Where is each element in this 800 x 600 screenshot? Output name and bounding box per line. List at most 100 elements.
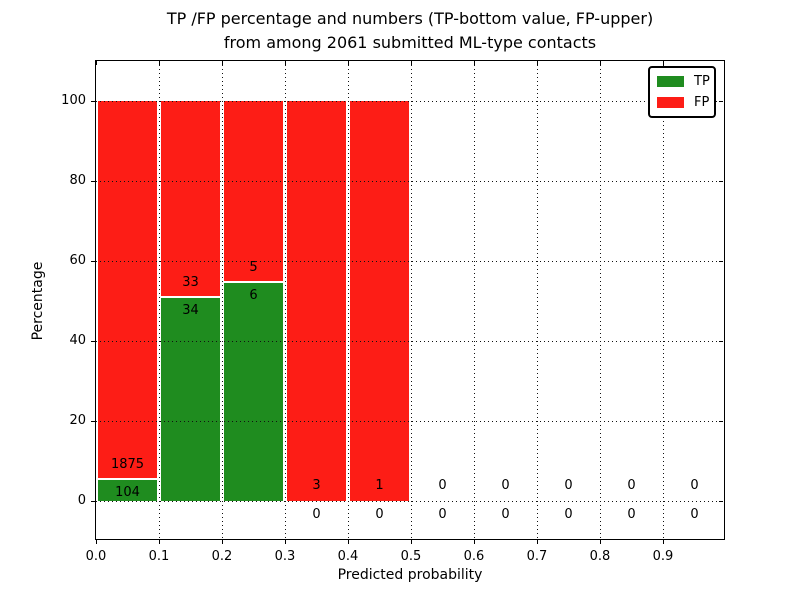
legend-row: TP bbox=[657, 71, 714, 92]
x-tick bbox=[348, 61, 349, 65]
fp-count-label: 1875 bbox=[110, 456, 145, 472]
fp-count-label: 0 bbox=[501, 478, 510, 493]
y-gridline bbox=[96, 341, 724, 342]
x-gridline bbox=[159, 61, 160, 539]
legend-swatch-fp-icon bbox=[657, 97, 684, 108]
tp-count-label: 0 bbox=[690, 507, 699, 522]
bar-segment-fp bbox=[98, 101, 157, 478]
x-tick bbox=[96, 61, 97, 65]
tp-count-label: 0 bbox=[627, 507, 636, 522]
x-tick bbox=[537, 539, 538, 544]
x-tick-label: 0.5 bbox=[400, 549, 422, 564]
y-gridline bbox=[96, 261, 724, 262]
y-tick bbox=[719, 421, 723, 422]
x-tick-label: 0.3 bbox=[274, 549, 296, 564]
y-tick bbox=[91, 101, 96, 102]
x-tick bbox=[96, 539, 97, 544]
y-axis-label: Percentage bbox=[30, 261, 46, 341]
fp-count-label: 3 bbox=[312, 478, 321, 493]
x-tick-label: 0.2 bbox=[211, 549, 233, 564]
tp-count-label: 0 bbox=[501, 507, 510, 522]
fp-count-label: 1 bbox=[375, 478, 384, 493]
fp-count-label: 0 bbox=[627, 478, 636, 493]
y-gridline bbox=[96, 101, 724, 102]
y-tick-label: 100 bbox=[61, 93, 86, 108]
tp-count-label: 0 bbox=[564, 507, 573, 522]
x-tick bbox=[222, 539, 223, 544]
x-tick bbox=[159, 539, 160, 544]
bar-segment-fp bbox=[224, 101, 283, 281]
tp-count-label: 0 bbox=[438, 507, 447, 522]
y-gridline bbox=[96, 421, 724, 422]
x-tick bbox=[285, 61, 286, 65]
legend: TP FP bbox=[648, 66, 716, 118]
x-tick bbox=[285, 539, 286, 544]
x-gridline bbox=[222, 61, 223, 539]
plot-area: Predicted probability Percentage TP FP 18… bbox=[30, 60, 725, 583]
x-gridline bbox=[285, 61, 286, 539]
y-tick bbox=[719, 341, 723, 342]
tp-count-label: 34 bbox=[182, 303, 199, 318]
x-gridline bbox=[348, 61, 349, 539]
x-tick bbox=[663, 539, 664, 544]
y-gridline bbox=[96, 181, 724, 182]
legend-label: TP bbox=[694, 74, 710, 89]
x-tick-label: 0.4 bbox=[337, 549, 359, 564]
x-tick bbox=[600, 539, 601, 544]
bar-segment-tp bbox=[224, 282, 283, 501]
tp-count-label: 0 bbox=[312, 507, 321, 522]
bar-segment-fp bbox=[287, 101, 346, 501]
y-tick-label: 80 bbox=[69, 173, 86, 188]
y-tick-label: 0 bbox=[77, 493, 86, 508]
x-gridline bbox=[474, 61, 475, 539]
y-tick bbox=[719, 101, 723, 102]
fp-count-label: 0 bbox=[438, 478, 447, 493]
y-tick bbox=[719, 181, 723, 182]
tp-count-label: 104 bbox=[115, 484, 140, 500]
fp-count-label: 0 bbox=[564, 478, 573, 493]
x-gridline bbox=[663, 61, 664, 539]
tp-count-label: 0 bbox=[375, 507, 384, 522]
x-tick-label: 0.7 bbox=[526, 549, 548, 564]
x-tick bbox=[159, 61, 160, 65]
x-tick bbox=[474, 539, 475, 544]
y-tick bbox=[91, 501, 96, 502]
bar-segment-fp bbox=[161, 101, 220, 296]
x-tick bbox=[600, 61, 601, 65]
bar-segment-fp bbox=[350, 101, 409, 501]
x-tick bbox=[663, 61, 664, 65]
x-tick-label: 0.9 bbox=[652, 549, 674, 564]
x-tick bbox=[537, 61, 538, 65]
x-gridline bbox=[537, 61, 538, 539]
x-tick-label: 0.6 bbox=[463, 549, 485, 564]
bar-segment-tp bbox=[161, 298, 220, 501]
y-tick bbox=[91, 421, 96, 422]
y-tick bbox=[91, 341, 96, 342]
chart-title-line1: TP /FP percentage and numbers (TP-bottom… bbox=[166, 9, 654, 28]
y-tick-label: 60 bbox=[69, 253, 86, 268]
legend-row: FP bbox=[657, 92, 714, 113]
x-tick bbox=[348, 539, 349, 544]
y-tick-label: 20 bbox=[69, 413, 86, 428]
x-tick bbox=[474, 61, 475, 65]
x-tick-label: 0.0 bbox=[85, 549, 107, 564]
x-gridline bbox=[600, 61, 601, 539]
legend-swatch-tp-icon bbox=[657, 76, 684, 87]
legend-label: FP bbox=[694, 95, 710, 110]
x-tick-label: 0.1 bbox=[148, 549, 170, 564]
x-tick-label: 0.8 bbox=[589, 549, 611, 564]
x-tick bbox=[411, 539, 412, 544]
x-tick bbox=[222, 61, 223, 65]
y-gridline bbox=[96, 501, 724, 502]
fp-count-label: 5 bbox=[249, 259, 258, 275]
x-tick bbox=[411, 61, 412, 65]
y-tick bbox=[719, 261, 723, 262]
y-tick bbox=[719, 501, 723, 502]
y-tick bbox=[91, 261, 96, 262]
chart-title: TP /FP percentage and numbers (TP-bottom… bbox=[95, 7, 725, 55]
chart-title-line2: from among 2061 submitted ML-type contac… bbox=[223, 33, 597, 52]
x-gridline bbox=[411, 61, 412, 539]
fp-count-label: 0 bbox=[690, 478, 699, 493]
y-tick-label: 40 bbox=[69, 333, 86, 348]
